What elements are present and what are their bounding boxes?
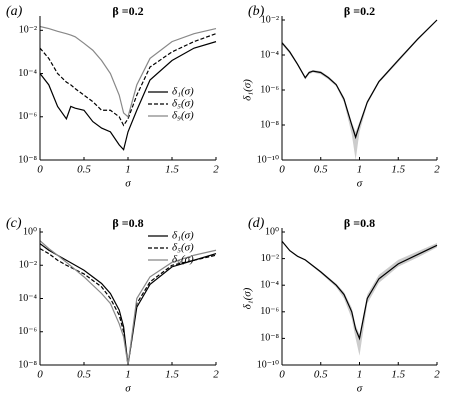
y-tick-label: 10⁻² bbox=[19, 260, 37, 271]
y-tick-label: 10⁻² bbox=[19, 25, 37, 36]
series-line bbox=[39, 25, 217, 118]
y-tick-label: 10⁻⁴ bbox=[18, 293, 37, 304]
subplot: (c) β =0.8 σ 0 0.5 1 1.5 2 10⁻⁸ 10⁻⁶ 10⁻⁴ 10⁻² 10⁰ δ₁… bbox=[6, 216, 219, 395]
y-tick-label: 10⁻⁸ bbox=[18, 359, 37, 370]
x-tick-label: 0 bbox=[279, 164, 285, 176]
legend-label: δ₁(σ) bbox=[172, 230, 194, 242]
chart-title: β =0.8 bbox=[112, 216, 143, 230]
panel-label: (b) bbox=[248, 4, 265, 19]
series-line bbox=[281, 19, 438, 140]
panel-label: (c) bbox=[6, 216, 22, 231]
y-axis-label: δ₁(σ) bbox=[242, 287, 254, 309]
y-tick-label: 10⁰ bbox=[23, 226, 37, 237]
x-tick-label: 1 bbox=[357, 164, 363, 176]
x-tick-label: 2 bbox=[434, 164, 440, 176]
y-tick-label: 10⁻² bbox=[261, 14, 279, 25]
x-tick-label: 1.5 bbox=[391, 164, 405, 176]
x-tick-label: 1.5 bbox=[165, 164, 179, 176]
x-tick-label: 0.5 bbox=[77, 369, 91, 381]
series-line bbox=[39, 41, 217, 151]
y-tick-label: 10⁻⁶ bbox=[18, 111, 37, 122]
chart-title: β =0.2 bbox=[344, 4, 375, 18]
x-tick-label: 0.5 bbox=[314, 164, 328, 176]
y-tick-label: 10⁻⁸ bbox=[18, 154, 37, 165]
legend-label: δ₉(σ) bbox=[172, 110, 194, 122]
x-tick-label: 2 bbox=[434, 369, 440, 381]
series-line bbox=[281, 240, 438, 341]
x-tick-label: 1.5 bbox=[165, 369, 179, 381]
x-tick-label: 0.5 bbox=[314, 369, 328, 381]
x-tick-label: 2 bbox=[213, 369, 219, 381]
x-tick-label: 1 bbox=[125, 369, 131, 381]
chart-title: β =0.2 bbox=[112, 4, 143, 18]
y-tick-label: 10⁻⁸ bbox=[260, 119, 279, 130]
x-tick-label: 1 bbox=[357, 369, 363, 381]
y-tick-label: 10⁻⁶ bbox=[260, 84, 279, 95]
legend-label: δ₅(σ) bbox=[172, 98, 194, 110]
y-tick-label: 10⁻² bbox=[261, 253, 279, 264]
series-line bbox=[39, 33, 217, 127]
x-tick-label: 2 bbox=[213, 164, 219, 176]
subplot: (b) β =0.2 σ δ₁(σ) 0 0.5 1 1.5 2 10⁻¹⁰ 10⁻⁸ 10⁻⁶ 10⁻… bbox=[242, 4, 441, 190]
legend-label: δ₅(σ) bbox=[172, 242, 194, 254]
y-tick-label: 10⁻¹⁰ bbox=[257, 359, 279, 370]
y-tick-label: 10⁻⁴ bbox=[260, 279, 279, 290]
panel-label: (a) bbox=[6, 4, 23, 19]
legend-label: δ₁(σ) bbox=[172, 86, 194, 98]
y-tick-label: 10⁻⁶ bbox=[260, 306, 279, 317]
x-tick-label: 0 bbox=[279, 369, 285, 381]
legend-label: δ₉(σ) bbox=[172, 254, 194, 266]
y-tick-label: 10⁻⁶ bbox=[18, 326, 37, 337]
x-axis-label: σ bbox=[125, 383, 131, 395]
series-line bbox=[39, 248, 217, 366]
x-tick-label: 0 bbox=[37, 369, 43, 381]
x-tick-label: 1.5 bbox=[391, 369, 405, 381]
subplot: (a) β =0.2 σ 0 0.5 1 1.5 2 10⁻⁸ 10⁻⁶ 10⁻⁴ 10⁻² δ₁(σ)… bbox=[6, 4, 219, 190]
y-tick-label: 10⁻⁴ bbox=[260, 49, 279, 60]
x-axis-label: σ bbox=[357, 178, 363, 190]
series-line bbox=[39, 240, 217, 366]
x-axis-label: σ bbox=[357, 383, 363, 395]
chart-title: β =0.8 bbox=[344, 216, 375, 230]
subplot: (d) β =0.8 σ δ₁(σ) 0 0.5 1 1.5 2 10⁻¹⁰ 10⁻⁸ 10⁻⁶ 10⁻… bbox=[242, 216, 441, 395]
panel-label: (d) bbox=[248, 216, 265, 231]
y-tick-label: 10⁰ bbox=[265, 226, 279, 237]
x-tick-label: 0.5 bbox=[77, 164, 91, 176]
y-tick-label: 10⁻¹⁰ bbox=[257, 154, 279, 165]
x-axis-label: σ bbox=[125, 178, 131, 190]
y-tick-label: 10⁻⁸ bbox=[260, 333, 279, 344]
x-tick-label: 1 bbox=[125, 164, 131, 176]
x-tick-label: 0 bbox=[37, 164, 43, 176]
y-axis-label: δ₁(σ) bbox=[242, 79, 254, 101]
y-tick-label: 10⁻⁴ bbox=[18, 68, 37, 79]
uncertainty-band bbox=[282, 19, 437, 160]
